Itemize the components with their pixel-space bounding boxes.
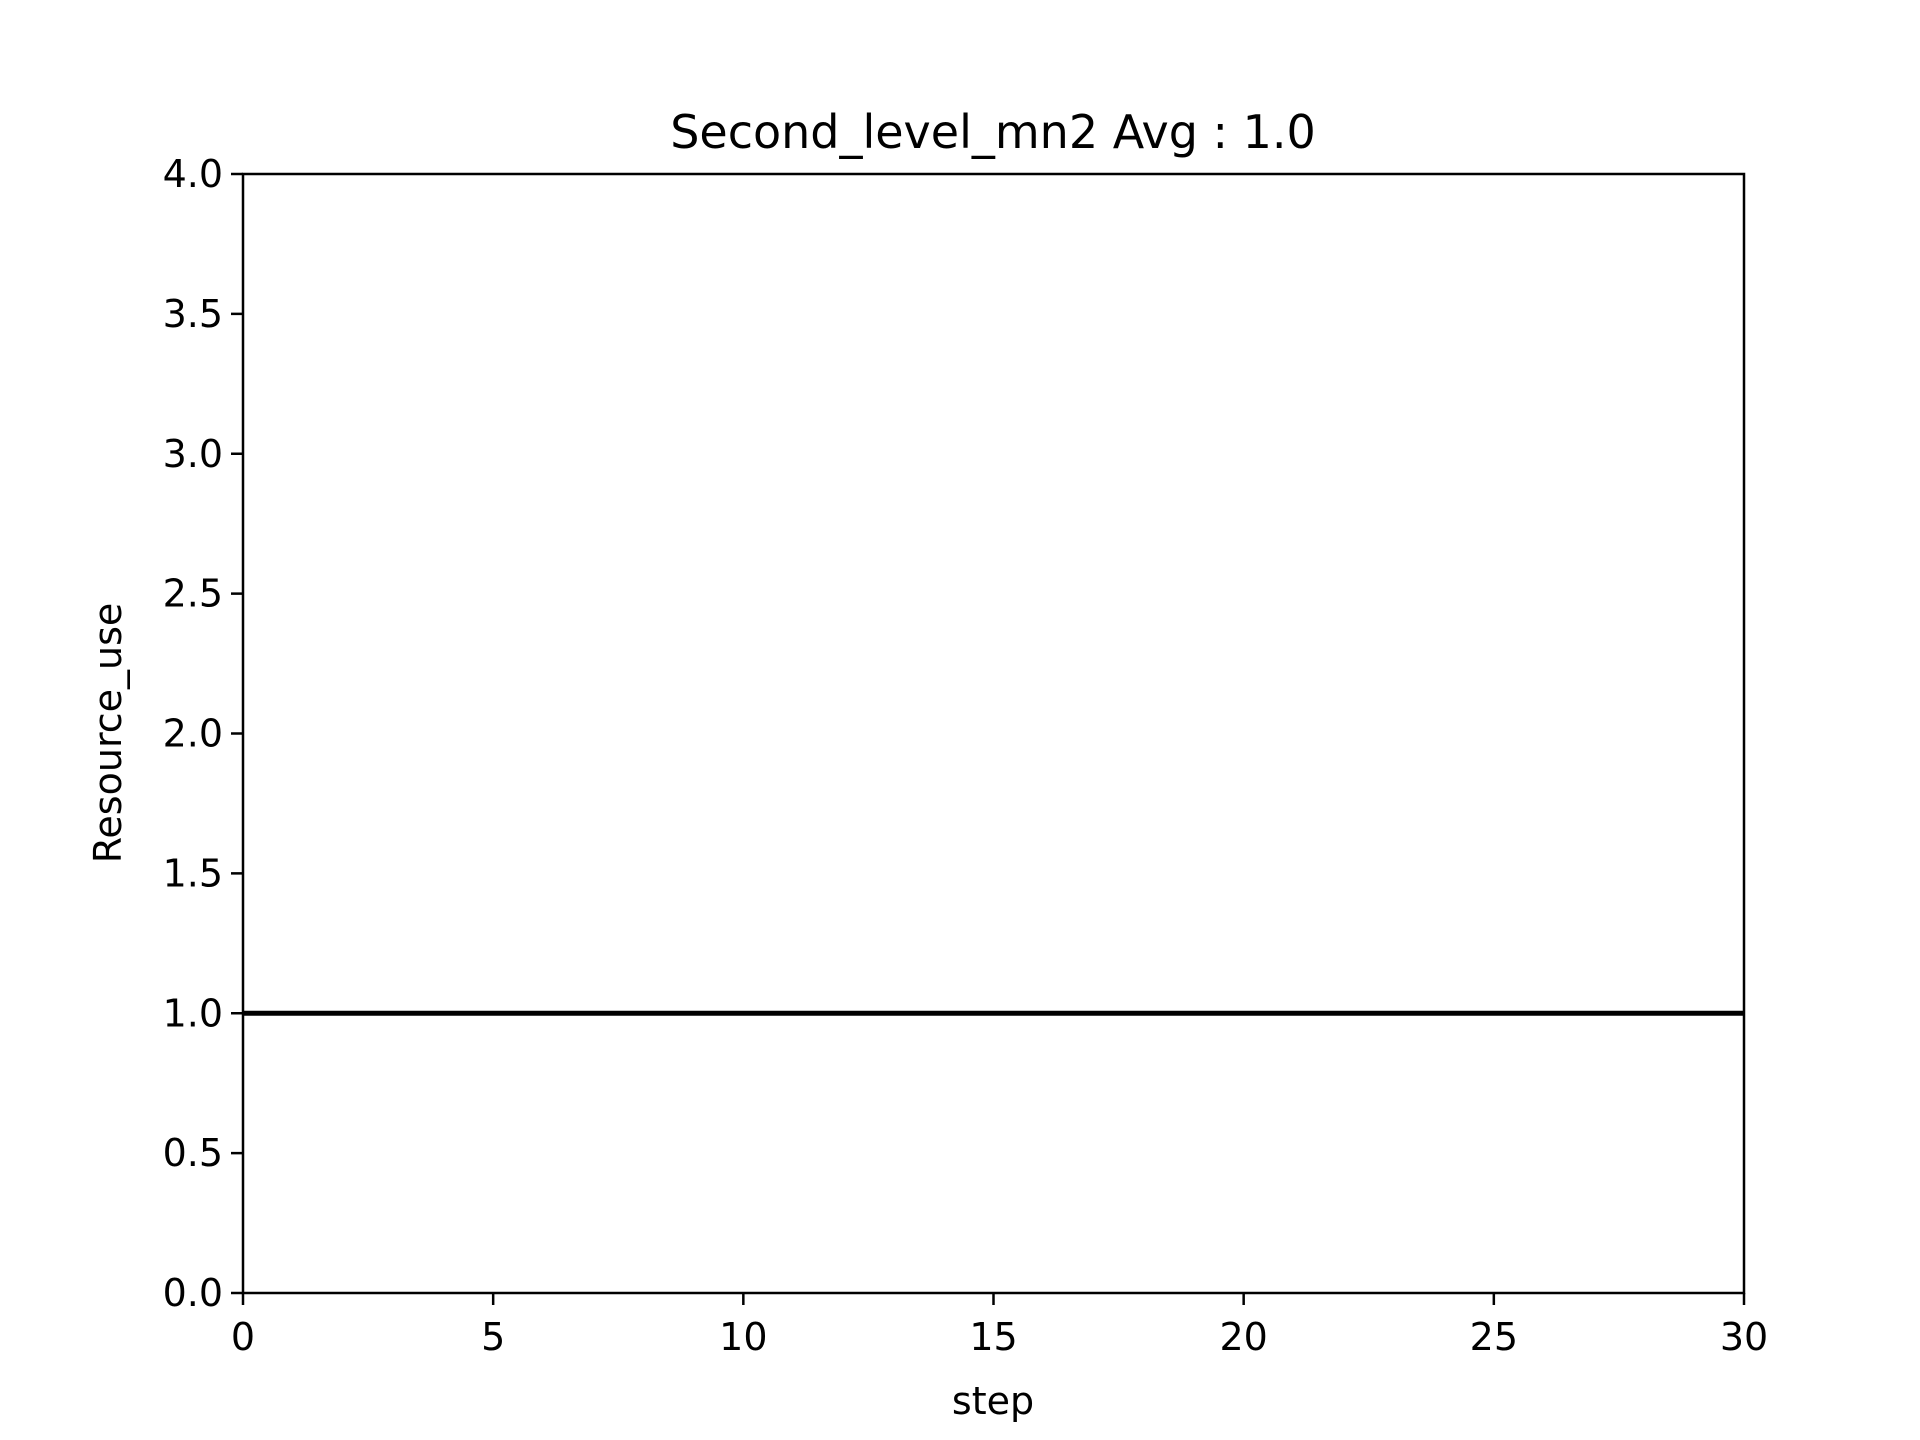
x-tick-label: 30: [1720, 1315, 1768, 1359]
y-tick-label: 3.5: [163, 292, 223, 336]
x-axis-label: step: [952, 1379, 1034, 1423]
y-tick-label: 2.0: [163, 712, 223, 756]
chart-title: Second_level_mn2 Avg : 1.0: [670, 105, 1316, 159]
x-tick-label: 0: [231, 1315, 255, 1359]
y-axis-ticks: 0.0 0.5 1.0 1.5 2.0 2.5 3.0 3.5 4.0: [163, 152, 243, 1315]
y-axis-label: Resource_use: [86, 603, 130, 864]
y-tick-label: 4.0: [163, 152, 223, 196]
x-tick-label: 15: [969, 1315, 1017, 1359]
x-axis-ticks: 0 5 10 15 20 25 30: [231, 1293, 1768, 1359]
y-tick-label: 1.5: [163, 851, 223, 895]
y-tick-label: 3.0: [163, 432, 223, 476]
x-tick-label: 10: [719, 1315, 767, 1359]
x-tick-label: 25: [1470, 1315, 1518, 1359]
y-tick-label: 1.0: [163, 991, 223, 1035]
axes-frame: [241, 172, 1746, 1295]
x-tick-label: 5: [481, 1315, 505, 1359]
y-tick-label: 0.5: [163, 1131, 223, 1175]
y-tick-label: 0.0: [163, 1271, 223, 1315]
x-tick-label: 20: [1219, 1315, 1267, 1359]
y-tick-label: 2.5: [163, 572, 223, 616]
